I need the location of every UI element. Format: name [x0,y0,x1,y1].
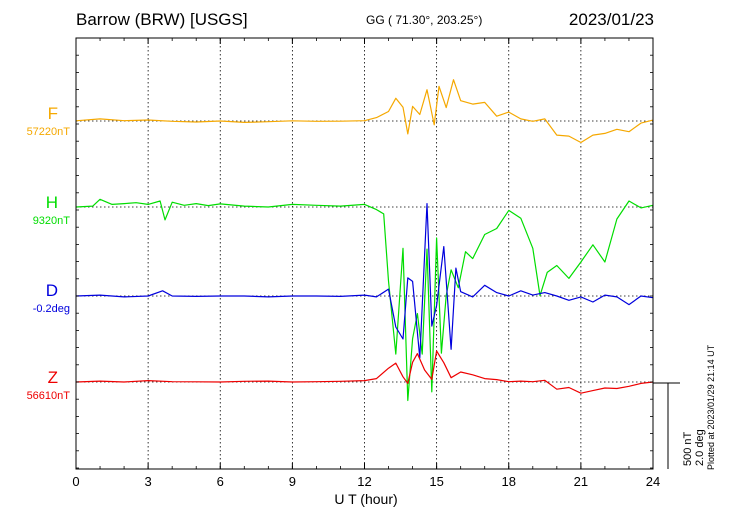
scale-legend: 500 nT 2.0 deg [682,410,706,470]
x-tick-label-0: 0 [72,474,80,489]
plotted-timestamp: Plotted at 2023/01/29 21:14 UT [706,344,716,470]
channel-baseline-F: 57220nT [26,126,70,138]
series-line-H [75,198,654,402]
channel-name-F: F [47,104,58,123]
x-tick-label-8: 24 [645,474,661,489]
x-tick-label-3: 9 [288,474,296,489]
tick-marks [75,37,654,469]
x-tick-label-1: 3 [144,474,152,489]
x-axis-label: U T (hour) [334,491,398,507]
series-line-Z [75,350,654,394]
channel-name-Z: Z [47,368,58,387]
channel-baseline-D: -0.2deg [32,303,70,315]
scale-deg-label: 2.0 deg [694,429,706,466]
x-tick-label-2: 6 [216,474,224,489]
date-label: 2023/01/23 [568,10,654,29]
x-tick-label-7: 21 [573,474,589,489]
series-group [75,79,654,402]
scale-nt-label: 500 nT [682,431,694,466]
series-line-D [75,203,654,359]
station-title: Barrow (BRW) [USGS] [76,10,248,29]
channel-name-H: H [45,193,58,212]
channel-baseline-H: 9320nT [32,215,70,227]
x-tick-label-6: 18 [501,474,516,489]
x-tick-label-4: 12 [357,474,372,489]
channel-name-D: D [45,281,58,300]
channel-baseline-Z: 56610nT [26,390,70,402]
coordinates-label: GG ( 71.30°, 203.25°) [366,13,483,27]
grid-lines [76,38,653,469]
series-line-F [75,79,654,144]
x-tick-label-5: 15 [429,474,444,489]
